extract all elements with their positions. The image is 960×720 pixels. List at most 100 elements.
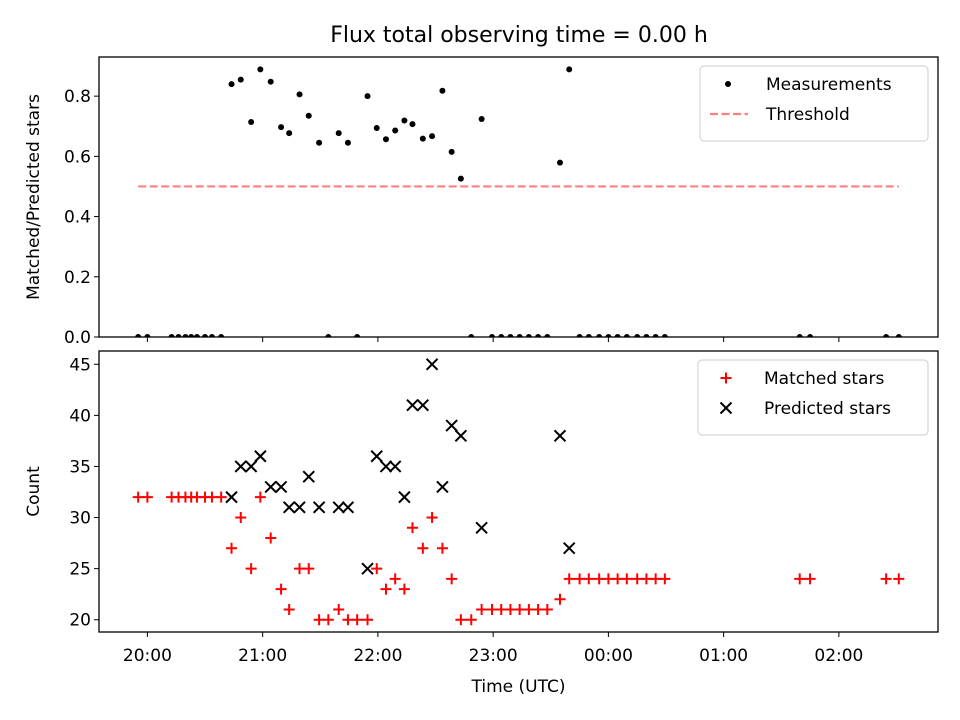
data-point bbox=[563, 573, 575, 585]
data-point bbox=[585, 334, 592, 337]
data-point bbox=[516, 334, 523, 337]
data-point bbox=[188, 334, 195, 337]
data-point bbox=[416, 398, 430, 412]
legend: Measurements Threshold bbox=[699, 65, 929, 142]
data-point bbox=[389, 573, 401, 585]
data-point bbox=[228, 81, 235, 88]
data-point bbox=[623, 334, 630, 337]
data-point bbox=[168, 334, 175, 337]
data-point bbox=[556, 159, 563, 166]
data-point bbox=[175, 334, 182, 337]
data-point bbox=[507, 334, 514, 337]
data-point bbox=[409, 121, 416, 128]
panel-counts: 20 25 30 35 40 45 20:00 21:00 22:00 23:00 00:00 01:… bbox=[24, 350, 939, 697]
data-point bbox=[274, 480, 288, 494]
data-point bbox=[373, 125, 380, 132]
data-point bbox=[313, 614, 325, 626]
data-point bbox=[576, 334, 583, 337]
y-tick-label: 0.2 bbox=[64, 268, 91, 288]
legend-frame bbox=[699, 65, 929, 142]
data-point bbox=[254, 491, 266, 503]
series-matched-stars bbox=[132, 491, 905, 626]
y-tick-label: 45 bbox=[69, 355, 91, 375]
data-point bbox=[445, 419, 458, 432]
data-point bbox=[341, 501, 355, 514]
data-point bbox=[525, 334, 532, 337]
data-point bbox=[425, 358, 439, 371]
data-point bbox=[614, 334, 621, 337]
data-point bbox=[316, 139, 323, 146]
data-point bbox=[398, 583, 410, 595]
data-point bbox=[364, 93, 371, 100]
data-point bbox=[144, 334, 151, 337]
data-point bbox=[361, 562, 374, 575]
x-tick-label: 21:00 bbox=[238, 646, 287, 666]
data-point bbox=[486, 604, 498, 616]
data-point bbox=[244, 460, 258, 473]
data-point bbox=[202, 334, 209, 337]
data-point bbox=[650, 573, 662, 585]
data-point bbox=[523, 604, 535, 616]
data-point bbox=[488, 334, 495, 337]
data-point bbox=[419, 135, 426, 142]
data-point bbox=[495, 604, 507, 616]
axes-frame bbox=[98, 350, 939, 633]
legend-label: Predicted stars bbox=[764, 399, 891, 419]
data-point bbox=[234, 460, 247, 473]
data-point bbox=[583, 573, 595, 585]
data-point bbox=[135, 334, 142, 337]
series-measurements bbox=[135, 66, 902, 337]
legend-label: Matched stars bbox=[764, 369, 884, 389]
data-point bbox=[294, 563, 306, 575]
data-point bbox=[322, 614, 334, 626]
data-point bbox=[659, 573, 671, 585]
data-point bbox=[237, 76, 244, 83]
data-point bbox=[267, 78, 274, 85]
data-point bbox=[333, 604, 345, 616]
data-point bbox=[652, 334, 659, 337]
figure-title: Flux total observing time = 0.00 h bbox=[330, 23, 708, 48]
data-point bbox=[605, 334, 612, 337]
y-tick-label: 20 bbox=[69, 611, 91, 631]
data-point bbox=[248, 119, 255, 126]
data-point bbox=[602, 573, 614, 585]
data-point bbox=[312, 501, 326, 514]
data-point bbox=[225, 490, 238, 504]
data-point bbox=[283, 604, 295, 616]
data-point bbox=[643, 334, 650, 337]
data-point bbox=[182, 334, 189, 337]
data-point bbox=[532, 604, 544, 616]
data-point bbox=[429, 133, 436, 140]
data-point bbox=[426, 512, 438, 524]
y-tick-label: 25 bbox=[69, 560, 91, 580]
plot-marks bbox=[132, 358, 905, 626]
data-point bbox=[631, 573, 643, 585]
y-tick-label: 40 bbox=[69, 406, 91, 426]
data-point bbox=[535, 334, 542, 337]
data-point bbox=[634, 334, 641, 337]
data-point bbox=[476, 604, 488, 616]
legend-frame bbox=[697, 359, 929, 436]
data-point bbox=[141, 491, 153, 503]
data-point bbox=[398, 490, 411, 504]
data-point bbox=[448, 148, 455, 155]
data-point bbox=[264, 480, 277, 494]
data-point bbox=[344, 139, 351, 146]
series-predicted-stars bbox=[225, 358, 576, 575]
y-axis-label: Matched/Predicted stars bbox=[24, 94, 44, 300]
data-point bbox=[362, 614, 374, 626]
data-point bbox=[454, 429, 468, 443]
data-point bbox=[807, 334, 814, 337]
data-point bbox=[880, 573, 892, 585]
legend-marker bbox=[719, 401, 733, 415]
data-point bbox=[406, 398, 419, 412]
data-point bbox=[332, 501, 345, 514]
data-point bbox=[563, 542, 576, 555]
data-point bbox=[544, 334, 551, 337]
data-point bbox=[895, 334, 902, 337]
data-point bbox=[541, 604, 553, 616]
data-point bbox=[388, 460, 402, 473]
y-tick-label: 0.8 bbox=[64, 87, 91, 107]
data-point bbox=[661, 334, 668, 337]
